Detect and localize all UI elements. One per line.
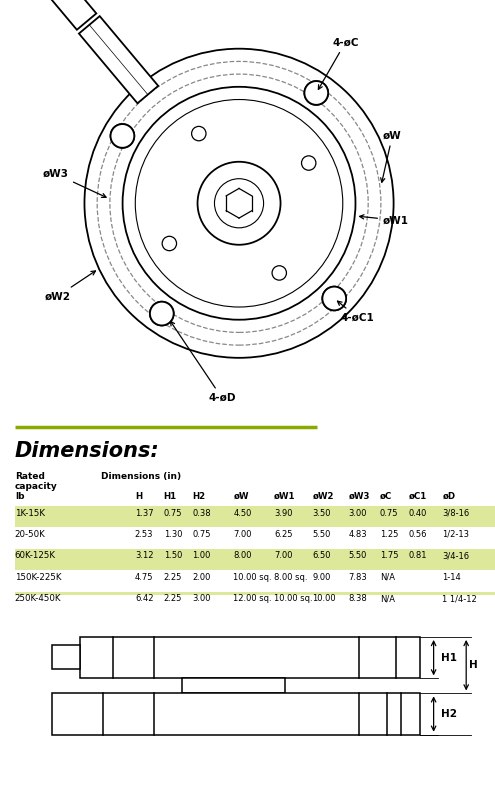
Text: 4.83: 4.83 [348, 530, 367, 539]
Text: 1K-15K: 1K-15K [15, 508, 45, 518]
Text: 8.00: 8.00 [233, 551, 252, 560]
Circle shape [150, 302, 174, 325]
Text: 10.00 sq.: 10.00 sq. [233, 573, 272, 582]
Bar [15, 549, 495, 570]
Text: 10.00: 10.00 [312, 594, 336, 603]
Text: 2.00: 2.00 [193, 573, 211, 582]
Text: 0.56: 0.56 [408, 530, 427, 539]
Text: 0.38: 0.38 [193, 508, 211, 518]
Text: øW2: øW2 [312, 492, 334, 501]
Text: 5.50: 5.50 [348, 551, 367, 560]
Text: øW: øW [233, 492, 249, 501]
Bar [52, 645, 80, 669]
Bar [182, 678, 285, 694]
Text: 2.25: 2.25 [164, 573, 182, 582]
Text: øC1: øC1 [408, 492, 427, 501]
Bar [15, 506, 495, 527]
Text: 4-øD: 4-øD [170, 321, 236, 403]
Text: 10.00 sq.: 10.00 sq. [274, 594, 313, 603]
Text: 0.75: 0.75 [380, 508, 398, 518]
Polygon shape [79, 16, 158, 103]
Text: 8.38: 8.38 [348, 594, 367, 603]
Text: Rated
capacity: Rated capacity [15, 471, 57, 491]
Text: 0.40: 0.40 [408, 508, 427, 518]
Text: 7.00: 7.00 [274, 551, 293, 560]
Text: 3.12: 3.12 [135, 551, 153, 560]
Text: H: H [468, 660, 477, 670]
Bar [80, 637, 420, 678]
Text: 0.75: 0.75 [164, 508, 182, 518]
Text: øC: øC [380, 492, 392, 501]
Text: 1.30: 1.30 [164, 530, 182, 539]
Text: 5.50: 5.50 [312, 530, 331, 539]
Circle shape [192, 126, 206, 141]
Text: 3.00: 3.00 [193, 594, 211, 603]
Text: 4-øC: 4-øC [318, 38, 359, 89]
Text: N/A: N/A [380, 594, 395, 603]
Circle shape [110, 124, 134, 148]
Text: H1: H1 [441, 653, 456, 662]
Text: 7.00: 7.00 [233, 530, 252, 539]
Text: lb: lb [15, 492, 24, 501]
Text: 1/2-13: 1/2-13 [442, 530, 469, 539]
Text: N/A: N/A [380, 573, 395, 582]
Text: 6.42: 6.42 [135, 594, 153, 603]
Polygon shape [50, 0, 97, 30]
Text: 6.25: 6.25 [274, 530, 293, 539]
Text: H2: H2 [441, 709, 456, 719]
Text: 4-øC1: 4-øC1 [338, 301, 374, 323]
Text: 0.75: 0.75 [193, 530, 211, 539]
Circle shape [322, 287, 346, 310]
Text: øW3: øW3 [42, 169, 106, 197]
Text: 12.00 sq.: 12.00 sq. [233, 594, 272, 603]
Circle shape [301, 156, 316, 170]
Text: 1-14: 1-14 [442, 573, 461, 582]
Text: øD: øD [442, 492, 455, 501]
Bar [15, 592, 495, 614]
Text: 60K-125K: 60K-125K [15, 551, 56, 560]
Text: 3.50: 3.50 [312, 508, 331, 518]
Circle shape [304, 81, 328, 105]
Text: 2.25: 2.25 [164, 594, 182, 603]
Text: Dimensions (in): Dimensions (in) [101, 471, 181, 480]
Text: 1.50: 1.50 [164, 551, 182, 560]
Text: øW: øW [381, 130, 402, 182]
Text: øW2: øW2 [44, 271, 96, 301]
Circle shape [272, 266, 287, 280]
Text: 3.90: 3.90 [274, 508, 293, 518]
Text: øW3: øW3 [348, 492, 370, 501]
Text: 6.50: 6.50 [312, 551, 331, 560]
Text: 8.00 sq.: 8.00 sq. [274, 573, 307, 582]
Text: 0.81: 0.81 [408, 551, 427, 560]
Text: 4.50: 4.50 [233, 508, 251, 518]
Text: 3/4-16: 3/4-16 [442, 551, 469, 560]
Text: 1.00: 1.00 [193, 551, 211, 560]
Polygon shape [79, 16, 158, 103]
Text: H1: H1 [164, 492, 177, 501]
Text: 3/8-16: 3/8-16 [442, 508, 469, 518]
Text: H2: H2 [193, 492, 205, 501]
Bar [52, 694, 420, 735]
Text: 1.75: 1.75 [380, 551, 398, 560]
Text: 3.00: 3.00 [348, 508, 367, 518]
Circle shape [162, 237, 177, 251]
Text: øW1: øW1 [274, 492, 296, 501]
Text: øW1: øW1 [360, 215, 409, 225]
Text: 2.53: 2.53 [135, 530, 153, 539]
Text: 1.37: 1.37 [135, 508, 153, 518]
Text: H: H [135, 492, 142, 501]
Text: Dimensions:: Dimensions: [15, 441, 159, 461]
Text: 7.83: 7.83 [348, 573, 367, 582]
Text: 1.25: 1.25 [380, 530, 398, 539]
Text: 250K-450K: 250K-450K [15, 594, 61, 603]
Text: 1 1/4-12: 1 1/4-12 [442, 594, 477, 603]
Text: 150K-225K: 150K-225K [15, 573, 61, 582]
Text: 9.00: 9.00 [312, 573, 331, 582]
Text: 20-50K: 20-50K [15, 530, 46, 539]
Text: 4.75: 4.75 [135, 573, 153, 582]
